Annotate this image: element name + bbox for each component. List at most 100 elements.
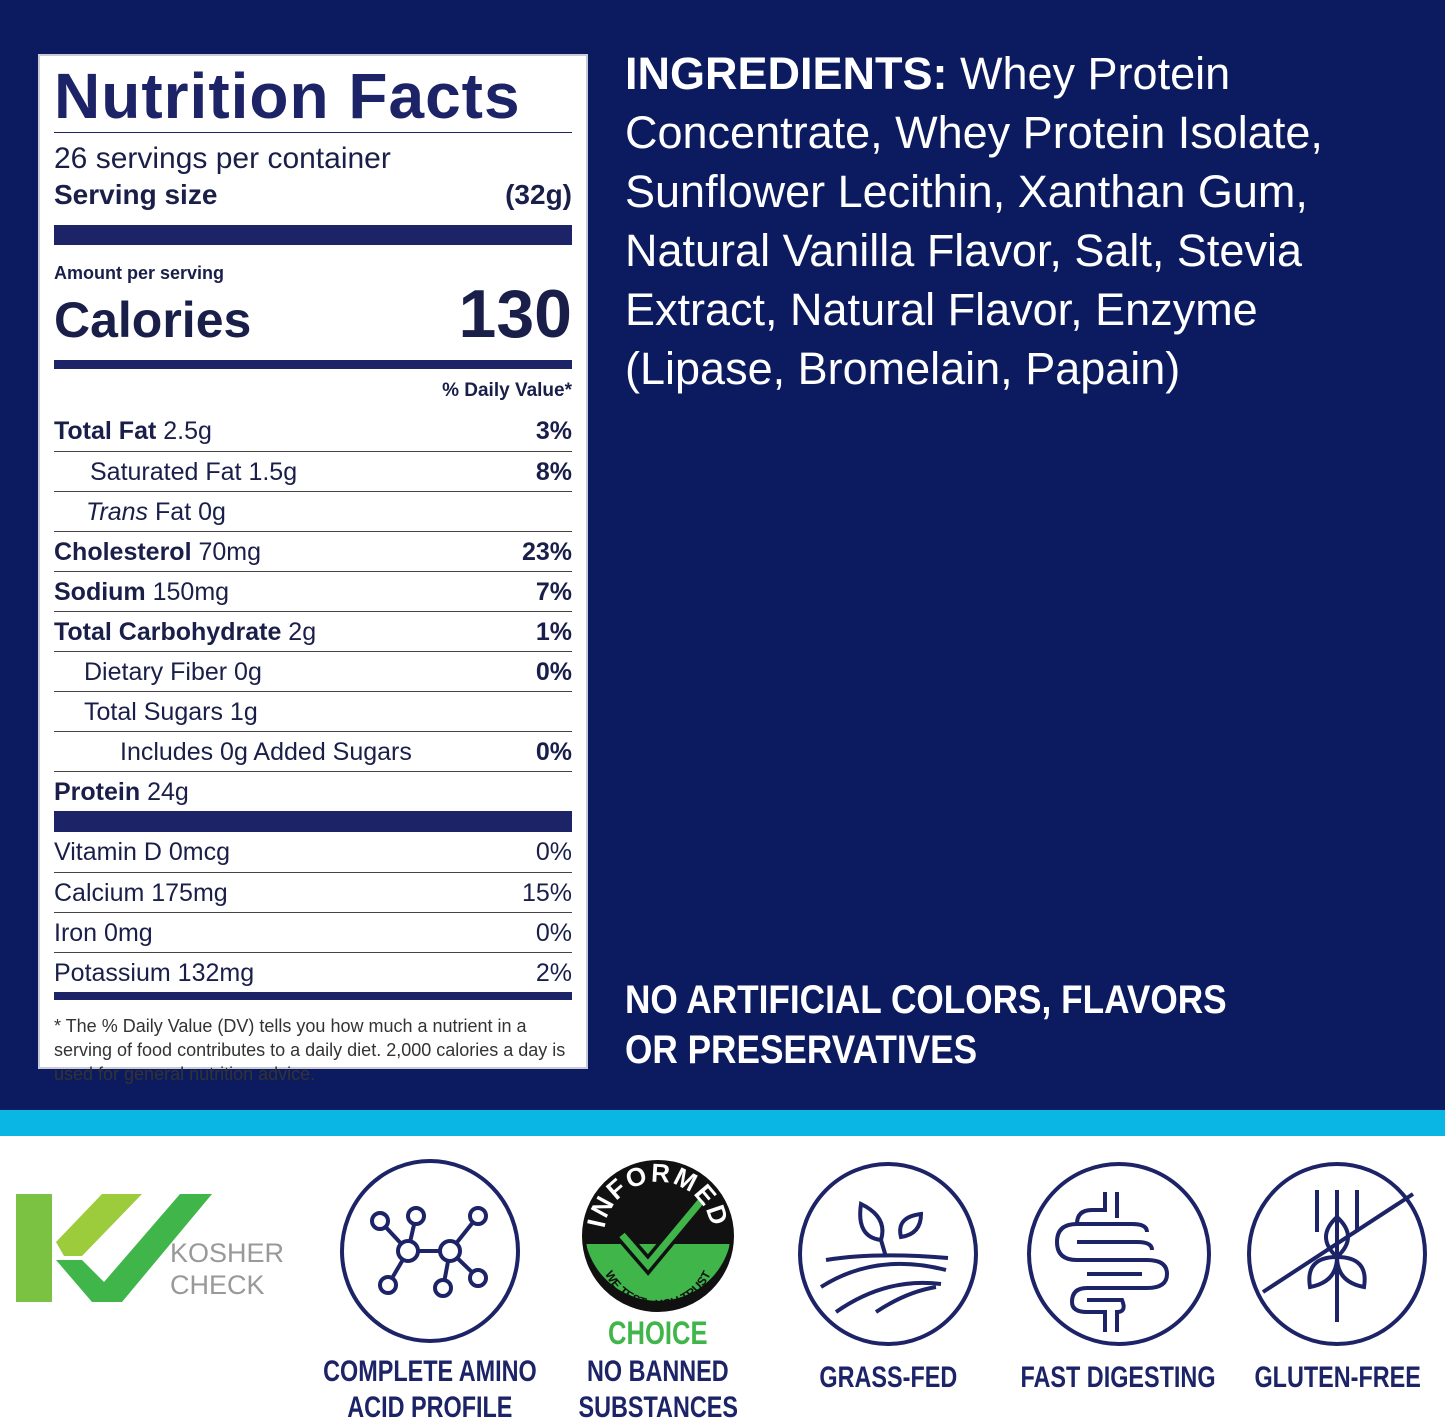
nutrient-name: Total Fat bbox=[54, 417, 157, 445]
amino-caption-line-1: COMPLETE AMINO bbox=[323, 1355, 537, 1388]
daily-value-header: % Daily Value* bbox=[442, 380, 572, 401]
daily-value-percent: 2% bbox=[535, 959, 572, 987]
nutrient-row: Saturated Fat 1.5g 8% bbox=[54, 451, 572, 491]
fast-digesting-caption-text: FAST DIGESTING bbox=[1020, 1361, 1216, 1394]
amino-caption: COMPLETE AMINO ACID PROFILE bbox=[323, 1354, 537, 1426]
calories-label: Calories bbox=[54, 292, 252, 348]
nutrient-amount: 150mg bbox=[152, 578, 230, 606]
vitamin-amount: 132mg bbox=[177, 959, 255, 987]
vitamin-name: Potassium bbox=[54, 959, 171, 987]
nutrient-amount: 24g bbox=[147, 778, 189, 806]
nutrient-row: Dietary Fiber 0g 0% bbox=[54, 651, 572, 691]
nutrient-name: Cholesterol bbox=[54, 538, 192, 566]
nutrient-label: Total Fat 2.5g bbox=[54, 411, 212, 451]
thick-divider bbox=[54, 360, 572, 369]
daily-value-percent: 0% bbox=[535, 738, 572, 766]
vitamin-amount: 175mg bbox=[151, 879, 228, 907]
nutrient-row: Trans Fat 0g bbox=[54, 491, 572, 531]
serving-size: Serving size (32g) bbox=[54, 177, 572, 213]
nutrition-facts-label: Nutrition Facts 26 servings per containe… bbox=[38, 54, 588, 1084]
cyan-stripe bbox=[0, 1110, 1445, 1136]
vitamin-amount: 0mcg bbox=[168, 838, 231, 866]
nutrient-row: Total Carbohydrate 2g 1% bbox=[54, 611, 572, 651]
nutrient-name-suffix: Fat bbox=[155, 498, 192, 526]
daily-value-percent: 0% bbox=[535, 919, 572, 947]
vitamin-name: Iron bbox=[54, 919, 98, 947]
vitamin-amount: 0mg bbox=[104, 919, 153, 947]
kosher-text: KOSHER bbox=[170, 1238, 284, 1268]
thick-divider bbox=[54, 225, 572, 245]
nutrient-name: Dietary Fiber bbox=[84, 658, 228, 686]
amino-caption-line-2: ACID PROFILE bbox=[347, 1391, 513, 1424]
nutrient-row: Sodium 150mg 7% bbox=[54, 571, 572, 611]
vitamin-label: Calcium 175mg bbox=[54, 873, 228, 912]
nutrient-amount: 1.5g bbox=[248, 458, 298, 486]
nutrient-name: Total Carbohydrate bbox=[54, 618, 282, 646]
check-text: CHECK bbox=[170, 1270, 265, 1300]
ingredients: INGREDIENTS: Whey Protein Concentrate, W… bbox=[625, 44, 1385, 398]
informed-caption-line-2: SUBSTANCES bbox=[578, 1391, 738, 1424]
vitamin-row: Vitamin D 0mcg 0% bbox=[54, 832, 572, 872]
gluten-free-caption-text: GLUTEN-FREE bbox=[1254, 1361, 1422, 1394]
thick-divider bbox=[54, 811, 572, 832]
nutrient-name: Includes 0g Added Sugars bbox=[120, 738, 412, 766]
choice-text: CHOICE bbox=[608, 1316, 708, 1350]
daily-value-percent: 8% bbox=[535, 458, 572, 486]
daily-value-percent: 0% bbox=[535, 838, 572, 866]
calories-row: Calories 130 bbox=[54, 280, 572, 348]
nutrient-label: Cholesterol 70mg bbox=[54, 532, 261, 571]
nutrient-label: Dietary Fiber 0g bbox=[54, 652, 262, 691]
nutrient-row: Cholesterol 70mg 23% bbox=[54, 531, 572, 571]
vitamin-label: Vitamin D 0mcg bbox=[54, 832, 230, 872]
daily-value-percent: 1% bbox=[535, 618, 572, 646]
fast-digesting-caption: FAST DIGESTING bbox=[1013, 1360, 1223, 1396]
serving-size-label: Serving size bbox=[54, 179, 218, 210]
nutrient-row: Total Fat 2.5g 3% bbox=[54, 411, 572, 451]
servings-per-container: 26 servings per container bbox=[54, 142, 391, 175]
molecule-icon bbox=[340, 1159, 520, 1343]
ingredients-text: Whey Protein Concentrate, Whey Protein I… bbox=[625, 48, 1323, 394]
nutrient-label: Protein 24g bbox=[54, 772, 189, 811]
thick-divider bbox=[54, 992, 572, 1000]
plant-field-icon bbox=[798, 1162, 978, 1346]
daily-value-percent: 3% bbox=[535, 417, 572, 445]
nutrient-label: Includes 0g Added Sugars bbox=[54, 732, 412, 771]
informed-choice-logo: INFORMED WE TEST · YOU TRUST CHOICE bbox=[582, 1160, 734, 1350]
nutrient-name: Total Sugars bbox=[84, 698, 223, 726]
nutrient-label: Saturated Fat 1.5g bbox=[54, 452, 297, 491]
vitamin-row: Potassium 132mg 2% bbox=[54, 952, 572, 992]
nutrient-amount: 2.5g bbox=[163, 417, 212, 445]
grass-fed-caption: GRASS-FED bbox=[783, 1360, 993, 1396]
no-wheat-icon bbox=[1247, 1162, 1427, 1346]
nutrition-title: Nutrition Facts bbox=[54, 60, 521, 132]
vitamin-list: Vitamin D 0mcg 0% Calcium 175mg 15% Iron 0mg… bbox=[54, 832, 572, 992]
nutrient-label: Sodium 150mg bbox=[54, 572, 229, 611]
amount-per-serving: Amount per serving bbox=[54, 263, 225, 283]
vitamin-name: Calcium bbox=[54, 879, 145, 907]
nutrient-label: Total Sugars 1g bbox=[54, 692, 258, 731]
informed-caption: NO BANNED SUBSTANCES bbox=[553, 1354, 763, 1426]
nutrient-name: Saturated Fat bbox=[90, 458, 242, 486]
nutrient-name: Sodium bbox=[54, 578, 146, 606]
nutrient-amount: 0g bbox=[198, 498, 226, 526]
daily-value-percent: 0% bbox=[535, 658, 572, 686]
daily-value-percent: 23% bbox=[521, 538, 572, 566]
vitamin-row: Calcium 175mg 15% bbox=[54, 872, 572, 912]
vitamin-name: Vitamin D bbox=[54, 838, 162, 866]
kosher-check-logo: KOSHER CHECK bbox=[16, 1194, 284, 1302]
daily-value-percent: 7% bbox=[535, 578, 572, 606]
vitamin-row: Iron 0mg 0% bbox=[54, 912, 572, 952]
daily-value-percent: 15% bbox=[521, 879, 572, 907]
intestine-icon bbox=[1027, 1162, 1211, 1346]
nutrient-label: Total Carbohydrate 2g bbox=[54, 612, 316, 651]
nutrient-row: Total Sugars 1g bbox=[54, 691, 572, 731]
vitamin-label: Iron 0mg bbox=[54, 913, 153, 952]
thin-divider bbox=[54, 132, 572, 133]
nutrient-label: Trans Fat 0g bbox=[54, 492, 226, 531]
nutrient-row: Protein 24g bbox=[54, 771, 572, 811]
nutrient-amount: 1g bbox=[229, 698, 258, 726]
no-artificial-claim: NO ARTIFICIAL COLORS, FLAVORS OR PRESERV… bbox=[625, 978, 1227, 1072]
vitamin-label: Potassium 132mg bbox=[54, 953, 254, 992]
footnote: * The % Daily Value (DV) tells you how m… bbox=[54, 1016, 566, 1084]
grass-fed-caption-text: GRASS-FED bbox=[819, 1361, 957, 1394]
